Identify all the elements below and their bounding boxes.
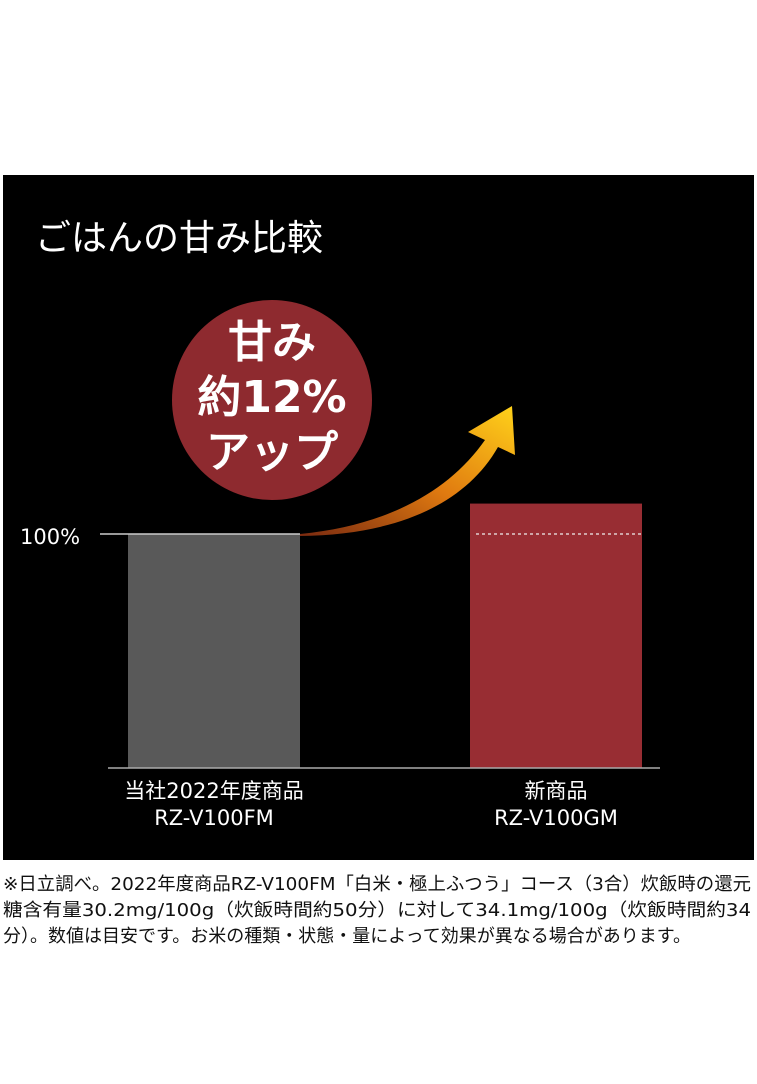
- y-tick-label: 100%: [20, 525, 80, 549]
- footnote: ※日立調べ。2022年度商品RZ-V100FM「白米・極上ふつう」コース（3合）…: [3, 874, 751, 895]
- x-tick-label: RZ-V100FM: [154, 806, 274, 830]
- badge: [172, 300, 372, 500]
- annotation: アップ: [206, 427, 338, 478]
- annotation: 甘み: [228, 317, 316, 368]
- annotation: 約12%: [197, 372, 346, 423]
- footnote: 糖含有量30.2mg/100g（炊飯時間約50分）に対して34.1mg/100g…: [3, 900, 751, 921]
- x-tick-label: RZ-V100GM: [494, 806, 618, 830]
- x-tick-label: 新商品: [525, 779, 588, 803]
- chart-title: ごはんの甘み比較: [35, 218, 323, 259]
- bar: [128, 534, 300, 768]
- x-tick-label: 当社2022年度商品: [124, 779, 303, 803]
- bar: [470, 503, 642, 768]
- footnote: 分）。数値は目安です。お米の種類・状態・量によって効果が異なる場合があります。: [3, 926, 691, 947]
- arrow: [300, 406, 515, 536]
